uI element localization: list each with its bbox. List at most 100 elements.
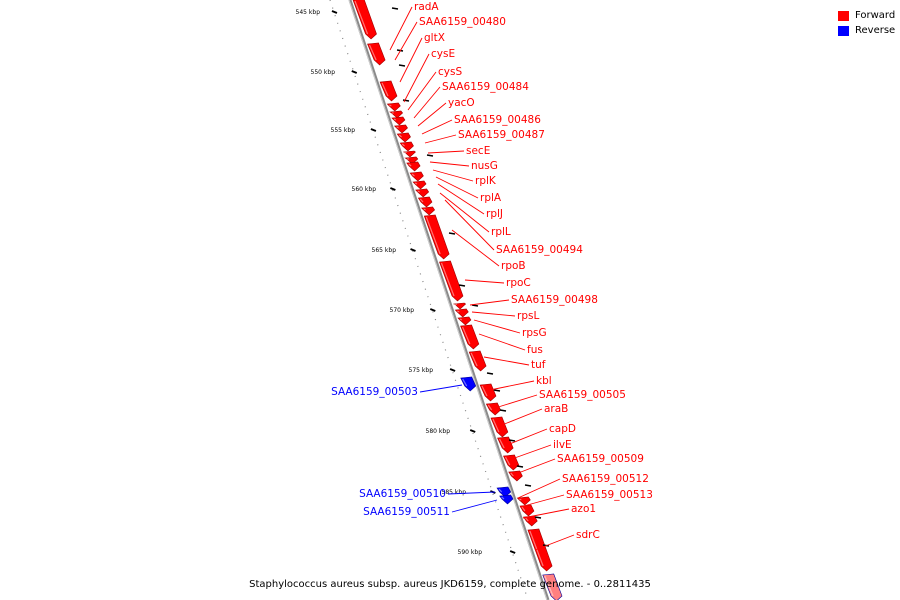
gene-connector	[394, 21, 418, 61]
gene-block-forward	[423, 214, 450, 260]
gene-block-forward	[415, 188, 430, 198]
gene-block-forward-shine	[470, 352, 478, 367]
gene-block-forward-shine	[401, 143, 405, 147]
gene-block-forward-shine	[510, 472, 514, 477]
scale-tick-label: 585 kbp	[442, 489, 467, 496]
gene-marker	[426, 154, 434, 157]
gene-connector	[522, 508, 570, 519]
gene-block-forward-shine	[414, 182, 418, 185]
gene-block-forward-shine	[419, 198, 424, 203]
legend-label-forward: Forward	[855, 10, 896, 21]
gene-block-forward	[439, 260, 464, 302]
gene-block-forward-shine	[462, 326, 471, 345]
gene-marker	[486, 372, 494, 375]
gene-marker	[493, 389, 501, 392]
gene-marker	[402, 99, 410, 102]
scale-tick	[469, 429, 476, 433]
gene-label: SAA6159_00503	[331, 386, 418, 398]
scale-tick	[410, 248, 416, 252]
scale-tick	[389, 187, 396, 191]
scale-tick	[331, 10, 338, 14]
gene-block-forward-shine	[504, 456, 511, 466]
scale-tick	[351, 70, 358, 74]
gene-label: rplL	[491, 226, 511, 238]
gene-block-forward	[479, 383, 497, 402]
gene-connector	[483, 356, 530, 366]
gene-label: rplK	[475, 175, 497, 187]
gene-connector	[489, 380, 535, 391]
gene-block-forward-shine	[404, 151, 407, 154]
legend: Forward Reverse	[838, 8, 895, 38]
gene-block-forward	[420, 206, 436, 216]
gene-label: radA	[414, 1, 439, 13]
gene-block-forward	[454, 308, 469, 318]
gene-label: yacO	[448, 97, 475, 109]
gene-connector	[413, 86, 441, 119]
gene-label: cysS	[438, 66, 462, 78]
gene-block-forward	[468, 350, 487, 372]
gene-marker	[508, 439, 516, 442]
gene-connector	[427, 150, 465, 154]
gene-block-forward-shine	[411, 173, 415, 177]
gene-block-forward-shine	[389, 104, 392, 107]
gene-block-forward-shine	[425, 216, 441, 255]
scale-tick-label: 590 kbp	[458, 549, 483, 556]
gene-label: SAA6159_00513	[566, 489, 653, 501]
genome-backbone-highlight	[348, 0, 548, 600]
gene-connector	[517, 478, 561, 499]
gene-block-forward-shine	[393, 118, 397, 121]
gene-block-forward	[386, 102, 401, 112]
gene-connector	[407, 71, 437, 111]
gene-block-forward-shine	[457, 310, 460, 313]
genome-backbone	[348, 0, 550, 600]
gene-connector	[534, 534, 575, 551]
gene-block-reverse	[460, 376, 477, 392]
gene-block-forward-shine	[521, 506, 526, 512]
gene-label: nusG	[471, 160, 498, 172]
gene-block-forward	[406, 161, 421, 172]
gene-block-forward	[457, 316, 472, 326]
gene-block-forward	[379, 80, 398, 102]
gene-marker	[458, 284, 466, 287]
gene-connector	[519, 494, 565, 508]
gene-block-reverse-shine	[498, 488, 503, 493]
gene-label: SAA6159_00498	[511, 294, 598, 306]
gene-label: secE	[466, 145, 490, 157]
gene-block-forward	[352, 0, 377, 40]
gene-block-forward-shine	[544, 575, 554, 597]
legend-swatch-reverse	[838, 25, 849, 36]
gene-block-forward	[389, 110, 404, 119]
scale-tick-label: 550 kbp	[311, 69, 336, 76]
gene-block-forward	[508, 470, 523, 482]
gene-connector	[451, 499, 498, 513]
gene-connector	[417, 102, 447, 127]
scale-tick-label: 570 kbp	[390, 307, 415, 314]
gene-connector	[435, 176, 479, 199]
gene-block-forward-shine	[481, 385, 488, 397]
gene-label: SAA6159_00480	[419, 16, 506, 28]
scale-tick-label: 560 kbp	[352, 186, 377, 193]
gene-connector	[439, 192, 490, 233]
gene-label: SAA6159_00505	[539, 389, 626, 401]
gene-block-forward	[396, 132, 411, 143]
gene-block-forward	[393, 124, 408, 134]
scale-tick-label: 555 kbp	[331, 127, 356, 134]
gene-block-forward-shine	[440, 262, 455, 297]
gene-label: rplA	[480, 192, 502, 204]
gene-label: rpoC	[506, 277, 531, 289]
gene-label: SAA6159_00494	[496, 244, 583, 256]
scale-tick-label: 575 kbp	[409, 367, 434, 374]
gene-block-forward-shine	[492, 418, 500, 433]
scale-tick	[509, 550, 516, 554]
scale-tick-label: 580 kbp	[426, 428, 451, 435]
gene-connector	[429, 161, 470, 167]
gene-connector	[437, 183, 485, 215]
genome-caption: Staphylococcus aureus subsp. aureus JKD6…	[249, 579, 651, 590]
gene-block-forward	[490, 416, 509, 438]
gene-label: SAA6159_00509	[557, 453, 644, 465]
gene-block-forward-shine	[529, 530, 544, 567]
gene-block-forward	[516, 496, 531, 506]
gene-label: ilvE	[553, 439, 572, 451]
gene-connector	[512, 458, 556, 476]
